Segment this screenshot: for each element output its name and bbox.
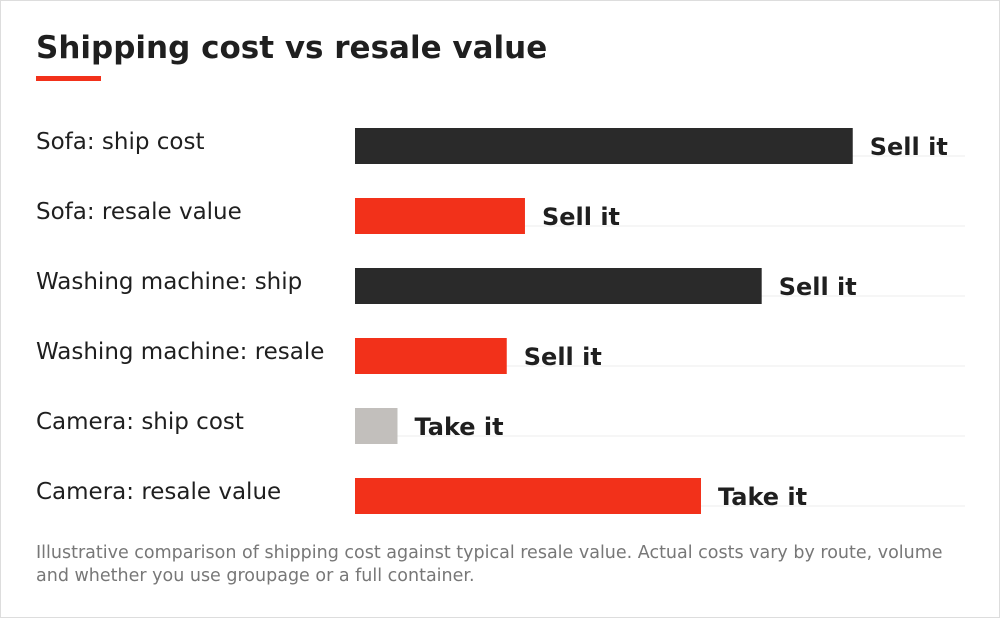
bar-data-label: Take it bbox=[718, 483, 807, 511]
bar-data-label: Take it bbox=[414, 413, 503, 441]
bar bbox=[355, 338, 507, 374]
category-label: Sofa: resale value bbox=[36, 199, 242, 225]
category-label: Camera: resale value bbox=[36, 479, 281, 505]
category-label: Sofa: ship cost bbox=[36, 129, 205, 155]
bar bbox=[355, 408, 398, 444]
bar bbox=[355, 268, 762, 304]
bar-data-label: Sell it bbox=[542, 203, 620, 231]
bar-data-label: Sell it bbox=[779, 273, 857, 301]
category-label: Camera: ship cost bbox=[36, 409, 244, 435]
chart-caption: Illustrative comparison of shipping cost… bbox=[36, 543, 943, 586]
bar bbox=[355, 478, 701, 514]
category-label: Washing machine: ship bbox=[36, 269, 302, 295]
bar bbox=[355, 128, 853, 164]
bar-data-label: Sell it bbox=[870, 133, 948, 161]
bar-data-label: Sell it bbox=[524, 343, 602, 371]
chart-title: Shipping cost vs resale value bbox=[36, 30, 548, 66]
title-accent-rule bbox=[36, 76, 101, 81]
category-label: Washing machine: resale bbox=[36, 339, 324, 365]
bar bbox=[355, 198, 525, 234]
